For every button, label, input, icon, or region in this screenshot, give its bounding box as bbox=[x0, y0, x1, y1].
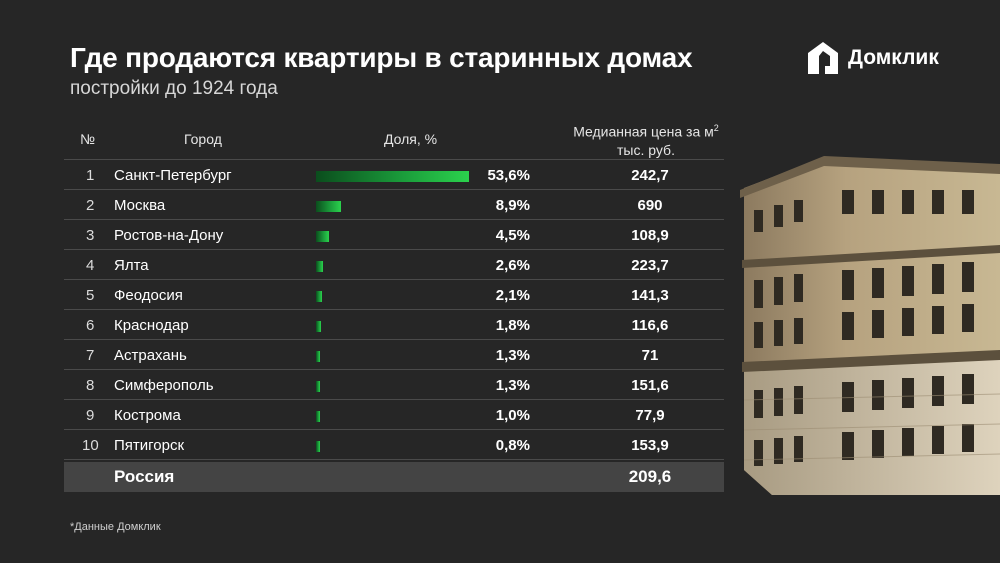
row-price: 116,6 bbox=[631, 316, 669, 334]
price-header-sup: 2 bbox=[713, 123, 719, 134]
row-price: 77,9 bbox=[635, 406, 665, 424]
table-row: 4 Ялта 2,6% 223,7 bbox=[64, 250, 724, 280]
table-row: 7 Астрахань 1,3% 71 bbox=[64, 340, 724, 370]
row-share-label: 2,1% bbox=[495, 286, 530, 304]
row-number: 8 bbox=[86, 376, 95, 394]
row-city: Кострома bbox=[114, 406, 181, 424]
row-price: 108,9 bbox=[631, 226, 669, 244]
old-building-illustration bbox=[740, 156, 1000, 495]
row-price: 153,9 bbox=[631, 436, 669, 454]
row-price: 151,6 bbox=[631, 376, 669, 394]
row-price: 242,7 bbox=[631, 166, 669, 184]
share-bar bbox=[316, 171, 469, 182]
page-subtitle: постройки до 1924 года bbox=[70, 78, 278, 99]
column-header-city: Город bbox=[184, 131, 222, 147]
total-label: Россия bbox=[114, 467, 175, 486]
share-bar bbox=[316, 441, 320, 452]
table-row: 8 Симферополь 1,3% 151,6 bbox=[64, 370, 724, 400]
row-share-label: 4,5% bbox=[495, 226, 530, 244]
data-table: № Город Доля, % Медианная цена за м2 тыс… bbox=[64, 118, 724, 492]
row-city: Москва bbox=[114, 196, 166, 214]
share-bar bbox=[316, 261, 323, 272]
row-share-label: 53,6% bbox=[487, 166, 530, 184]
table-row: 9 Кострома 1,0% 77,9 bbox=[64, 400, 724, 430]
row-number: 4 bbox=[86, 256, 95, 274]
share-bar bbox=[316, 351, 320, 362]
table-row: 5 Феодосия 2,1% 141,3 bbox=[64, 280, 724, 310]
row-city: Астрахань bbox=[114, 346, 187, 364]
price-header-line2: тыс. руб. bbox=[617, 141, 675, 158]
row-share-label: 1,0% bbox=[495, 406, 530, 424]
row-city: Феодосия bbox=[114, 286, 183, 304]
table-row: 2 Москва 8,9% 690 bbox=[64, 190, 724, 220]
row-city: Санкт-Петербург bbox=[114, 166, 232, 184]
share-bar bbox=[316, 231, 329, 242]
total-price: 209,6 bbox=[628, 467, 672, 486]
row-city: Симферополь bbox=[114, 376, 214, 394]
table-row: 10 Пятигорск 0,8% 153,9 bbox=[64, 430, 724, 460]
footnote: *Данные Домклик bbox=[70, 521, 161, 533]
total-row: Россия 209,6 bbox=[64, 462, 724, 492]
row-number: 5 bbox=[86, 286, 95, 304]
table-row: 1 Санкт-Петербург 53,6% 242,7 bbox=[64, 160, 724, 190]
share-bar bbox=[316, 291, 322, 302]
row-city: Ростов-на-Дону bbox=[114, 226, 224, 244]
row-number: 2 bbox=[86, 196, 95, 214]
row-number: 3 bbox=[86, 226, 95, 244]
domclick-logo: Домклик bbox=[806, 40, 939, 76]
row-number: 9 bbox=[86, 406, 95, 424]
page-title: Где продаются квартиры в старинных домах bbox=[70, 42, 693, 73]
column-header-num: № bbox=[80, 131, 96, 147]
column-header-share: Доля, % bbox=[384, 131, 438, 147]
row-number: 7 bbox=[86, 346, 95, 364]
row-number: 10 bbox=[82, 436, 99, 454]
row-price: 71 bbox=[641, 346, 659, 364]
price-header-line1: Медианная цена за м bbox=[573, 123, 714, 140]
row-share-label: 0,8% bbox=[495, 436, 530, 454]
row-price: 141,3 bbox=[631, 286, 669, 304]
share-bar bbox=[316, 411, 320, 422]
table-row: 6 Краснодар 1,8% 116,6 bbox=[64, 310, 724, 340]
row-number: 1 bbox=[86, 166, 95, 184]
row-number: 6 bbox=[86, 316, 95, 334]
house-logo-icon bbox=[808, 42, 838, 74]
share-bar bbox=[316, 201, 341, 212]
table-header: № Город Доля, % Медианная цена за м2 тыс… bbox=[64, 118, 724, 160]
row-price: 690 bbox=[637, 196, 663, 214]
row-share-label: 1,8% bbox=[495, 316, 530, 334]
row-price: 223,7 bbox=[631, 256, 669, 274]
row-city: Краснодар bbox=[114, 316, 189, 334]
share-bar bbox=[316, 381, 320, 392]
row-share-label: 1,3% bbox=[495, 346, 530, 364]
table-row: 3 Ростов-на-Дону 4,5% 108,9 bbox=[64, 220, 724, 250]
column-header-price: Медианная цена за м2 тыс. руб. bbox=[554, 118, 738, 160]
share-bar bbox=[316, 321, 321, 332]
logo-text: Домклик bbox=[848, 46, 939, 69]
row-city: Пятигорск bbox=[114, 436, 185, 454]
row-share-label: 1,3% bbox=[495, 376, 530, 394]
row-share-label: 8,9% bbox=[495, 196, 530, 214]
table-rows: 1 Санкт-Петербург 53,6% 242,7 2 Москва 8,9% 690… bbox=[64, 160, 724, 460]
row-city: Ялта bbox=[114, 256, 149, 274]
row-share-label: 2,6% bbox=[495, 256, 530, 274]
